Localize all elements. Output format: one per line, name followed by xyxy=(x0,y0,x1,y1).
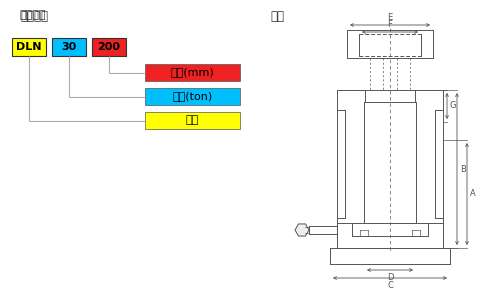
Text: E: E xyxy=(388,13,392,22)
Bar xyxy=(145,112,240,129)
Text: DLN: DLN xyxy=(16,42,42,52)
Text: 型号: 型号 xyxy=(186,115,199,125)
Text: G: G xyxy=(450,102,456,110)
Text: 尺寸: 尺寸 xyxy=(270,10,284,23)
Text: 型号说明: 型号说明 xyxy=(20,10,48,23)
Text: 30: 30 xyxy=(62,42,76,52)
Text: 载荷(ton): 载荷(ton) xyxy=(172,91,212,102)
Text: B: B xyxy=(460,165,466,174)
Text: D: D xyxy=(387,273,393,282)
Text: 型号说明: 型号说明 xyxy=(20,10,46,20)
Text: A: A xyxy=(470,189,476,199)
Text: C: C xyxy=(387,281,393,290)
Bar xyxy=(145,64,240,81)
Bar xyxy=(145,88,240,105)
Text: 200: 200 xyxy=(98,42,120,52)
Bar xyxy=(92,38,126,56)
Bar xyxy=(12,38,46,56)
Text: F: F xyxy=(388,20,392,29)
Bar xyxy=(52,38,86,56)
Text: 行程(mm): 行程(mm) xyxy=(170,68,214,77)
